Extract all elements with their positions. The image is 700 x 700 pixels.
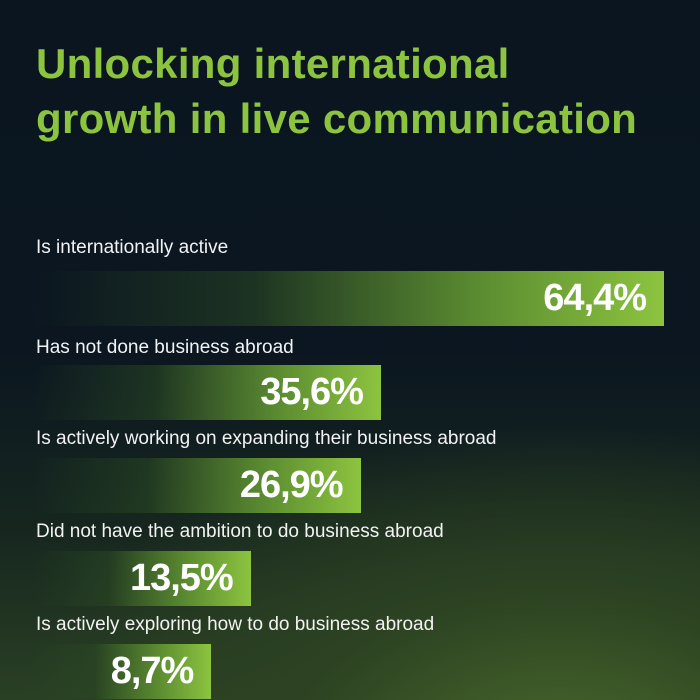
data-label: 26,9% bbox=[239, 464, 344, 506]
category-label: Did not have the ambition to do business… bbox=[36, 521, 444, 542]
category-label: Is actively working on expanding their b… bbox=[36, 428, 497, 449]
chart-title: Unlocking international growth in live c… bbox=[36, 36, 637, 146]
data-label: 64,4% bbox=[543, 277, 647, 319]
category-label: Is actively exploring how to do business… bbox=[36, 614, 435, 635]
data-label: 35,6% bbox=[260, 371, 364, 413]
bar: 26,9% bbox=[32, 458, 361, 513]
data-label: 8,7% bbox=[110, 650, 195, 692]
data-label: 13,5% bbox=[129, 557, 234, 599]
title-line-2: growth in live communication bbox=[36, 95, 638, 142]
bar: 8,7% bbox=[32, 644, 212, 699]
bar: 64,4% bbox=[32, 271, 665, 326]
bar: 35,6% bbox=[32, 365, 381, 420]
title-line-1: Unlocking international bbox=[36, 40, 510, 87]
category-label: Is internationally active bbox=[36, 237, 229, 258]
bar: 13,5% bbox=[32, 551, 251, 606]
category-label: Has not done business abroad bbox=[36, 337, 294, 358]
